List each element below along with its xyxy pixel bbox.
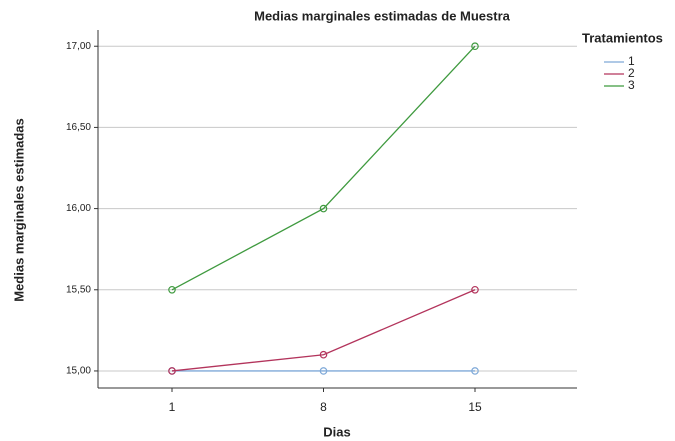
point-marker	[471, 367, 479, 375]
y-tick-label: 15,00	[66, 366, 91, 377]
legend-title: Tratamientos	[582, 30, 663, 45]
point-marker	[319, 204, 328, 213]
point-marker	[319, 350, 328, 359]
chart-title: Medias marginales estimadas de Muestra	[254, 8, 511, 23]
x-axis-title: Dias	[323, 424, 350, 439]
point-marker	[471, 42, 479, 51]
y-axis-title: Medias marginales estimadas	[11, 118, 26, 302]
point-marker	[168, 285, 176, 294]
legend-label: 2	[628, 66, 635, 80]
legend-label: 1	[628, 54, 635, 68]
point-marker	[319, 367, 328, 375]
y-tick-label: 16,50	[66, 122, 91, 133]
point-marker	[168, 367, 176, 375]
y-tick-label: 16,00	[66, 203, 91, 214]
series-line	[171, 289, 476, 372]
y-tick-label: 15,50	[66, 284, 91, 295]
series-line	[171, 45, 476, 291]
x-tick-label: 1	[169, 400, 176, 414]
x-tick-label: 15	[468, 400, 482, 414]
point-marker	[471, 285, 479, 294]
y-tick-label: 17,00	[66, 41, 91, 52]
x-tick-label: 8	[320, 400, 327, 414]
legend-label: 3	[628, 78, 635, 92]
